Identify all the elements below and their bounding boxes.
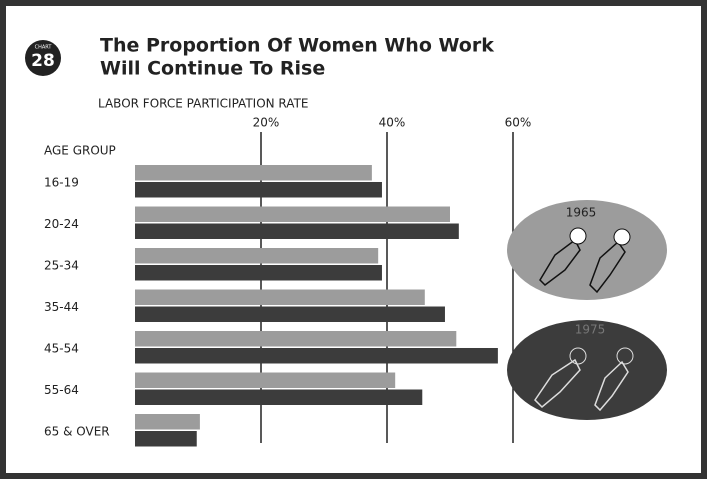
chart-number: 28 (31, 51, 55, 71)
bar (135, 223, 459, 239)
x-tick-label: 20% (253, 116, 280, 130)
legend-label: 1965 (566, 206, 597, 220)
bar (135, 248, 379, 264)
y-tick-label: 45-54 (44, 342, 79, 356)
y-axis-title: AGE GROUP (44, 144, 116, 158)
bar (135, 348, 498, 364)
bar (135, 414, 200, 430)
badge-label: CHART (35, 45, 53, 51)
legend-swatch (507, 320, 667, 420)
cuff-illustration (569, 347, 634, 365)
chart-title: The Proportion Of Women Who Work (100, 35, 494, 57)
bar (135, 306, 445, 322)
bar (135, 372, 396, 388)
hands-illustration (534, 238, 629, 412)
bar (135, 431, 197, 447)
y-tick-label: 55-64 (44, 383, 79, 397)
legend-label: 1975 (575, 323, 606, 337)
bar (135, 265, 382, 281)
y-tick-label: 35-44 (44, 300, 79, 314)
bar (135, 289, 425, 305)
cuff-illustration (569, 227, 631, 246)
x-tick-label: 40% (379, 116, 406, 130)
chart-badge (25, 40, 61, 76)
bar (135, 389, 423, 405)
bar (135, 165, 372, 181)
bar (135, 182, 382, 198)
legend-swatch (507, 200, 667, 300)
y-tick-label: 65 & OVER (44, 425, 110, 439)
x-axis-title: LABOR FORCE PARTICIPATION RATE (98, 97, 308, 111)
x-tick-label: 60% (505, 116, 532, 130)
chart-title: Will Continue To Rise (100, 58, 325, 80)
bar (135, 206, 450, 222)
bar (135, 331, 457, 347)
y-tick-label: 25-34 (44, 259, 79, 273)
y-tick-label: 20-24 (44, 217, 79, 231)
y-tick-label: 16-19 (44, 176, 79, 190)
